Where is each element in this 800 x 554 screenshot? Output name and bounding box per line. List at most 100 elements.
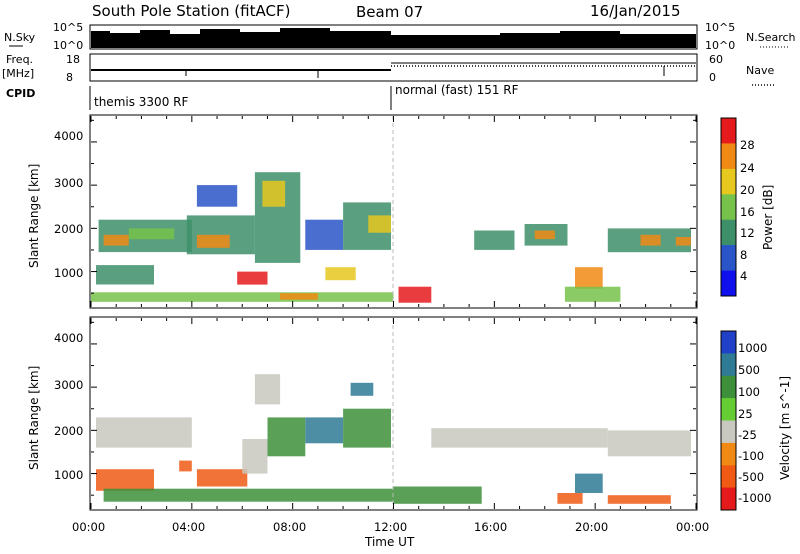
heatmap-cell: [179, 460, 192, 472]
beam-label: Beam 07: [356, 3, 423, 21]
vel-cb-tick-m25: -25: [738, 428, 757, 442]
power-cb-tick-28: 28: [740, 138, 755, 152]
nsky-label: N.Sky: [4, 31, 36, 44]
heatmap-cell: [128, 228, 175, 240]
power-ytick-2000: 2000: [54, 222, 83, 236]
colorbar-frame: [720, 117, 737, 297]
heatmap-cell: [431, 428, 608, 448]
heatmap-cell: [557, 493, 583, 504]
power-ytick-1000: 1000: [54, 266, 83, 280]
nsearch-tick-top: 10^5: [705, 21, 735, 34]
heatmap-cell: [91, 292, 394, 302]
heatmap-cell: [564, 286, 621, 302]
power-cb-tick-4: 4: [740, 269, 747, 283]
colorbar-swatch: [721, 375, 736, 399]
velocity-colorbar: [720, 330, 737, 511]
heatmap-cell: [305, 417, 344, 444]
colorbar-swatch: [721, 353, 736, 377]
vel-cb-tick-m1000: -1000: [738, 491, 771, 505]
heatmap-cell: [103, 488, 394, 502]
power-ytick-3000: 3000: [54, 176, 83, 190]
nsky-tick-top: 10^5: [53, 21, 83, 34]
vel-ytick-4000: 4000: [54, 331, 83, 345]
heatmap-cell: [675, 237, 691, 246]
station-title: South Pole Station (fitACF): [92, 2, 290, 20]
nave-tick-bottom: 0: [709, 71, 716, 84]
colorbar-swatch: [721, 194, 736, 221]
velocity-colorbar-label: Velocity [m s^-1]: [778, 376, 792, 480]
velocity-data-cells: [96, 374, 691, 504]
heatmap-cell: [196, 234, 230, 248]
colorbar-swatch: [721, 118, 736, 144]
velocity-ylabel: Slant Range [km]: [27, 366, 41, 470]
power-cb-tick-8: 8: [740, 248, 747, 262]
xtick-2000: 20:00: [575, 520, 608, 534]
vel-cb-tick-1000: 1000: [738, 341, 767, 355]
heatmap-cell: [280, 293, 318, 300]
colorbar-swatch: [721, 487, 736, 511]
xtick-1600: 16:00: [474, 520, 507, 534]
power-colorbar: [720, 117, 737, 297]
colorbar-swatch: [721, 143, 736, 170]
colorbar-swatch: [721, 219, 736, 246]
cpid-segment-2: normal (fast) 151 RF: [395, 83, 519, 97]
vel-cb-tick-25: 25: [738, 407, 753, 421]
xlabel-time-ut: Time UT: [364, 535, 415, 549]
heatmap-cell: [607, 430, 691, 457]
vel-ytick-1000: 1000: [54, 468, 83, 482]
vel-cb-tick-m500: -500: [738, 470, 764, 484]
power-cb-tick-20: 20: [740, 183, 755, 197]
heatmap-cell: [242, 439, 268, 474]
power-cb-tick-24: 24: [740, 161, 755, 175]
heatmap-cell: [237, 271, 268, 285]
xtick-0400: 04:00: [172, 520, 205, 534]
heatmap-cell: [305, 219, 344, 250]
power-colorbar-label: Power [dB]: [761, 185, 775, 250]
heatmap-cell: [575, 473, 603, 493]
vel-ytick-2000: 2000: [54, 424, 83, 438]
freq-label-line2: [MHz]: [2, 67, 34, 80]
nsky-tick-bottom: 10^0: [53, 39, 83, 52]
xtick-1200: 12:00: [374, 520, 407, 534]
colorbar-swatch: [721, 168, 736, 195]
velocity-axis-ticks: [90, 318, 697, 509]
colorbar-swatch: [721, 245, 736, 271]
heatmap-cell: [474, 230, 515, 250]
power-cb-tick-12: 12: [740, 226, 755, 240]
heatmap-cell: [196, 469, 248, 487]
freq-tick-top: 18: [66, 53, 80, 66]
vel-ytick-3000: 3000: [54, 378, 83, 392]
nsky-panel: [89, 24, 698, 50]
heatmap-cell: [196, 185, 238, 207]
colorbar-swatch: [721, 270, 736, 297]
nave-tick-top: 60: [709, 53, 723, 66]
freq-label-line1: Freq.: [6, 53, 33, 66]
velocity-panel: [89, 316, 698, 511]
nave-label: Nave: [746, 64, 774, 77]
vel-cb-tick-100: 100: [738, 385, 760, 399]
heatmap-cell: [267, 417, 306, 457]
heatmap-cell: [398, 286, 432, 303]
heatmap-cell: [393, 486, 482, 504]
heatmap-cell: [96, 469, 154, 491]
nsearch-label: N.Search: [746, 31, 796, 44]
freq-tick-bottom: 8: [66, 71, 73, 84]
nsearch-tick-bottom: 10^0: [705, 39, 735, 52]
heatmap-cell: [368, 215, 391, 233]
xtick-0000-a: 00:00: [72, 520, 105, 534]
cpid-label: CPID: [6, 87, 35, 100]
colorbar-swatch: [721, 398, 736, 421]
cpid-segment-1: themis 3300 RF: [94, 95, 188, 109]
colorbar-swatch: [721, 331, 736, 354]
colorbar-frame: [720, 330, 737, 511]
power-ylabel: Slant Range [km]: [27, 164, 41, 268]
colorbar-swatch: [721, 442, 736, 466]
power-panel: [89, 114, 698, 309]
power-data-cells: [91, 172, 691, 303]
colorbar-swatch: [721, 465, 736, 489]
heatmap-cell: [343, 408, 391, 448]
heatmap-cell: [262, 180, 286, 207]
heatmap-cell: [103, 234, 129, 246]
colorbar-swatch: [721, 420, 736, 444]
